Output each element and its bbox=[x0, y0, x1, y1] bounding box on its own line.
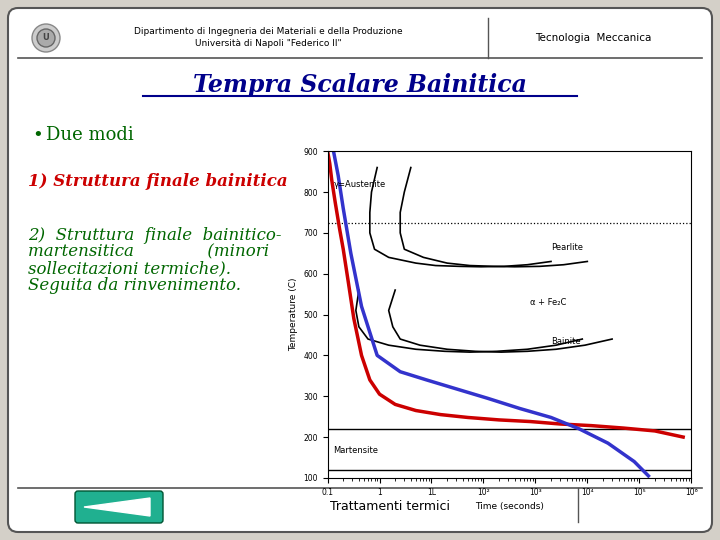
Text: Due modi: Due modi bbox=[46, 126, 134, 144]
Text: γ=Austenite: γ=Austenite bbox=[333, 180, 386, 189]
Text: Trattamenti termici: Trattamenti termici bbox=[330, 500, 450, 512]
X-axis label: Time (seconds): Time (seconds) bbox=[475, 502, 544, 511]
Text: martensitica              (minori: martensitica (minori bbox=[28, 244, 269, 260]
Circle shape bbox=[32, 24, 60, 52]
FancyBboxPatch shape bbox=[75, 491, 163, 523]
Text: Martensite: Martensite bbox=[333, 446, 379, 455]
Text: α + Fe₂C: α + Fe₂C bbox=[531, 298, 567, 307]
Polygon shape bbox=[84, 498, 150, 516]
Text: sollecitazioni termiche).: sollecitazioni termiche). bbox=[28, 260, 231, 278]
Y-axis label: Temperature (C): Temperature (C) bbox=[289, 278, 297, 352]
Text: 2)  Struttura  finale  bainitico-: 2) Struttura finale bainitico- bbox=[28, 226, 282, 244]
FancyBboxPatch shape bbox=[8, 8, 712, 532]
Text: Tecnologia  Meccanica: Tecnologia Meccanica bbox=[535, 33, 651, 43]
Circle shape bbox=[37, 29, 55, 47]
Text: Seguita da rinvenimento.: Seguita da rinvenimento. bbox=[28, 278, 241, 294]
Text: Pearlite: Pearlite bbox=[551, 242, 583, 252]
Text: 1) Struttura finale bainitica: 1) Struttura finale bainitica bbox=[28, 173, 287, 191]
Text: Dipartimento di Ingegneria dei Materiali e della Produzione: Dipartimento di Ingegneria dei Materiali… bbox=[134, 26, 402, 36]
Text: •: • bbox=[32, 126, 42, 144]
Text: Bainite: Bainite bbox=[551, 336, 580, 346]
Text: Università di Napoli "Federico II": Università di Napoli "Federico II" bbox=[194, 38, 341, 48]
Text: U: U bbox=[42, 33, 50, 43]
Text: Tempra Scalare Bainitica: Tempra Scalare Bainitica bbox=[193, 73, 527, 97]
